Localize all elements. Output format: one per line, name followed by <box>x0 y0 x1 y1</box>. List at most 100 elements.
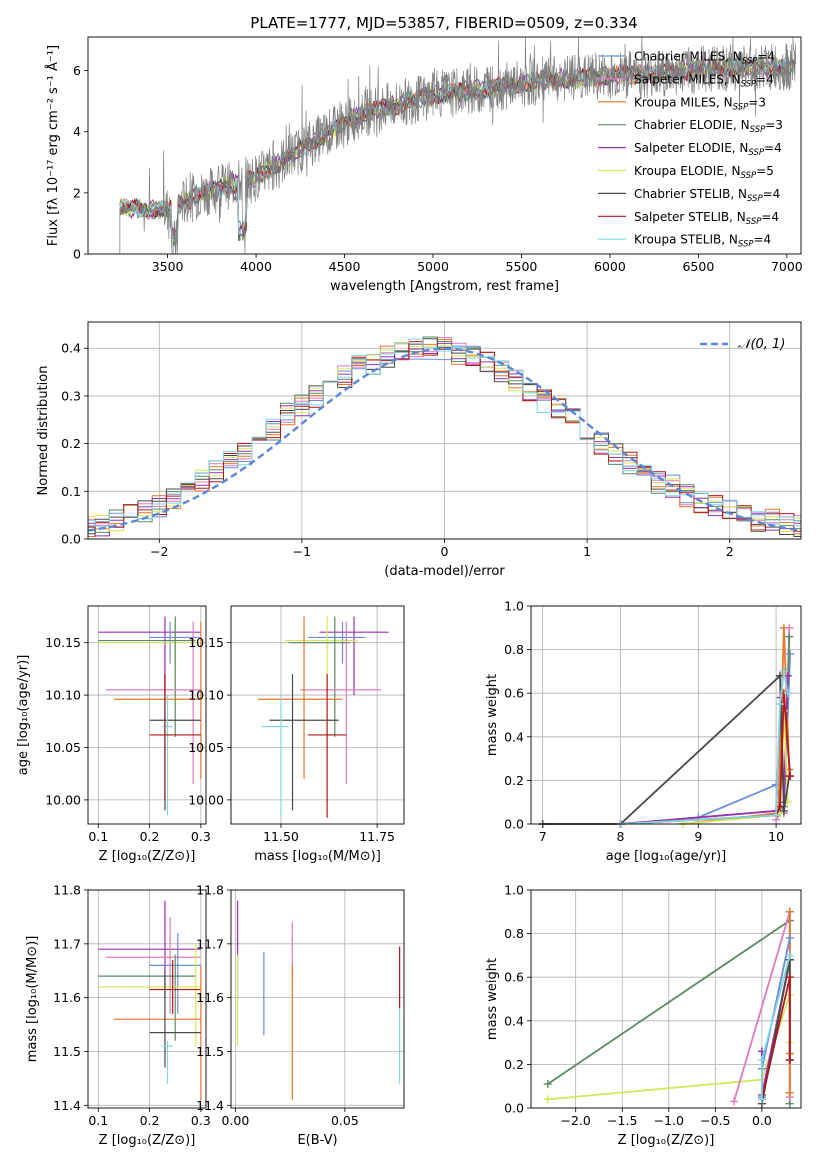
axes-frame <box>530 605 802 825</box>
y-tick-label: 11.6 <box>53 990 81 1005</box>
x-tick-label: 11.50 <box>263 829 299 844</box>
y-tick-label: 10.00 <box>188 792 224 807</box>
y-axis-label: Normed distribution <box>36 366 51 496</box>
legend-entry: Salpeter MILES, NSSP=4 <box>634 72 774 89</box>
x-axis-label: Z [log₁₀(Z/Z⊙)] <box>99 1133 196 1148</box>
x-tick-label: 0.1 <box>88 829 108 844</box>
y-tick-label: 0.4 <box>504 1013 524 1028</box>
data-marker <box>785 1056 794 1065</box>
data-marker <box>783 689 792 698</box>
data-marker <box>543 1080 552 1089</box>
y-axis-label: Flux [fλ 10⁻¹⁷ erg cm⁻² s⁻¹ Å⁻¹] <box>45 45 61 246</box>
histogram-step <box>88 336 801 533</box>
y-tick-label: 10.00 <box>45 792 81 807</box>
y-axis-label: mass weight <box>485 958 500 1040</box>
data-marker <box>779 623 788 632</box>
y-tick-label: 11.5 <box>53 1044 81 1059</box>
y-tick-label: 10.15 <box>45 635 81 650</box>
y-tick-label: 0 <box>73 247 81 262</box>
y-tick-label: 0.0 <box>61 532 81 547</box>
y-tick-label: 2 <box>73 185 81 200</box>
x-axis-label: Z [log₁₀(Z/Z⊙)] <box>618 1133 715 1148</box>
histogram-step <box>88 338 801 527</box>
y-tick-label: 0.8 <box>504 642 524 657</box>
x-tick-label: 4500 <box>329 259 361 274</box>
histogram-step <box>88 342 801 537</box>
data-marker <box>543 1095 552 1104</box>
y-tick-label: 11.6 <box>196 990 224 1005</box>
y-tick-label: 10.10 <box>188 688 224 703</box>
data-marker <box>729 1097 738 1106</box>
x-tick-label: 0.3 <box>191 1113 211 1128</box>
y-tick-label: 11.7 <box>196 936 224 951</box>
legend-entry: Salpeter STELIB, NSSP=4 <box>634 210 779 227</box>
legend-entry: Kroupa MILES, NSSP=3 <box>634 95 766 112</box>
legend-entry: Chabrier ELODIE, NSSP=3 <box>634 118 783 135</box>
x-tick-label: 6500 <box>682 259 714 274</box>
y-tick-label: 10.05 <box>45 740 81 755</box>
y-axis-label: age [log₁₀(age/yr)] <box>16 655 31 776</box>
x-tick-label: −2 <box>150 544 168 559</box>
axes-frame <box>87 605 207 825</box>
x-tick-label: 8 <box>617 829 625 844</box>
data-marker <box>785 933 794 942</box>
y-tick-label: 0.0 <box>504 817 524 832</box>
y-tick-label: 1.0 <box>504 883 524 898</box>
legend-entry: Chabrier MILES, NSSP=4 <box>634 50 775 67</box>
x-tick-label: 6000 <box>594 259 626 274</box>
y-tick-label: 11.5 <box>196 1044 224 1059</box>
x-tick-label: 4000 <box>240 259 272 274</box>
x-tick-label: 10 <box>768 829 784 844</box>
y-tick-label: 0.6 <box>504 970 524 985</box>
x-tick-label: 2 <box>726 544 734 559</box>
x-tick-label: −0.5 <box>700 1113 730 1128</box>
data-marker <box>757 1095 766 1104</box>
x-tick-label: 0.0 <box>752 1113 772 1128</box>
data-marker <box>775 700 784 709</box>
axes-frame <box>87 889 207 1109</box>
data-marker <box>779 667 788 676</box>
data-marker <box>786 772 795 781</box>
y-tick-label: 1.0 <box>504 599 524 614</box>
x-tick-label: 0.00 <box>221 1113 249 1128</box>
histogram-step <box>88 342 801 532</box>
x-axis-label: Z [log₁₀(Z/Z⊙)] <box>99 849 196 864</box>
histogram-step <box>88 337 801 526</box>
chart-title: PLATE=1777, MJD=53857, FIBERID=0509, z=0… <box>250 14 637 32</box>
x-tick-label: 3500 <box>152 259 184 274</box>
x-axis-label: age [log₁₀(age/yr)] <box>606 849 727 864</box>
x-tick-label: 0.1 <box>88 1113 108 1128</box>
y-tick-label: 11.8 <box>53 883 81 898</box>
data-marker <box>785 973 794 982</box>
y-tick-label: 0.0 <box>504 1101 524 1116</box>
x-tick-label: 5500 <box>506 259 538 274</box>
data-spectrum-line <box>119 36 797 255</box>
data-marker <box>772 811 781 820</box>
x-axis-label: (data-model)/error <box>384 564 505 579</box>
x-tick-label: 0.3 <box>191 829 211 844</box>
x-tick-label: 7 <box>539 829 547 844</box>
y-tick-label: 4 <box>73 124 81 139</box>
axes-frame <box>230 605 405 825</box>
data-marker <box>785 1088 794 1097</box>
y-tick-label: 6 <box>73 63 81 78</box>
data-marker <box>775 802 784 811</box>
legend-entry: 𝒩(0, 1) <box>738 337 785 352</box>
legend-entry: Kroupa STELIB, NSSP=4 <box>634 233 771 250</box>
y-tick-label: 0.4 <box>61 341 81 356</box>
y-axis-label: mass weight <box>485 674 500 756</box>
y-tick-label: 0.4 <box>504 729 524 744</box>
x-tick-label: 0 <box>441 544 449 559</box>
y-tick-label: 0.1 <box>61 484 81 499</box>
y-tick-label: 0.3 <box>61 388 81 403</box>
x-tick-label: 0.2 <box>140 1113 160 1128</box>
x-tick-label: 1 <box>583 544 591 559</box>
y-tick-label: 11.7 <box>53 936 81 951</box>
y-tick-label: 0.2 <box>504 773 524 788</box>
x-axis-label: wavelength [Angstrom, rest frame] <box>330 279 559 294</box>
y-tick-label: 10.15 <box>188 635 224 650</box>
y-tick-label: 0.6 <box>504 686 524 701</box>
x-tick-label: 7000 <box>771 259 803 274</box>
x-tick-label: −2.0 <box>561 1113 591 1128</box>
x-tick-label: 11.75 <box>359 829 395 844</box>
